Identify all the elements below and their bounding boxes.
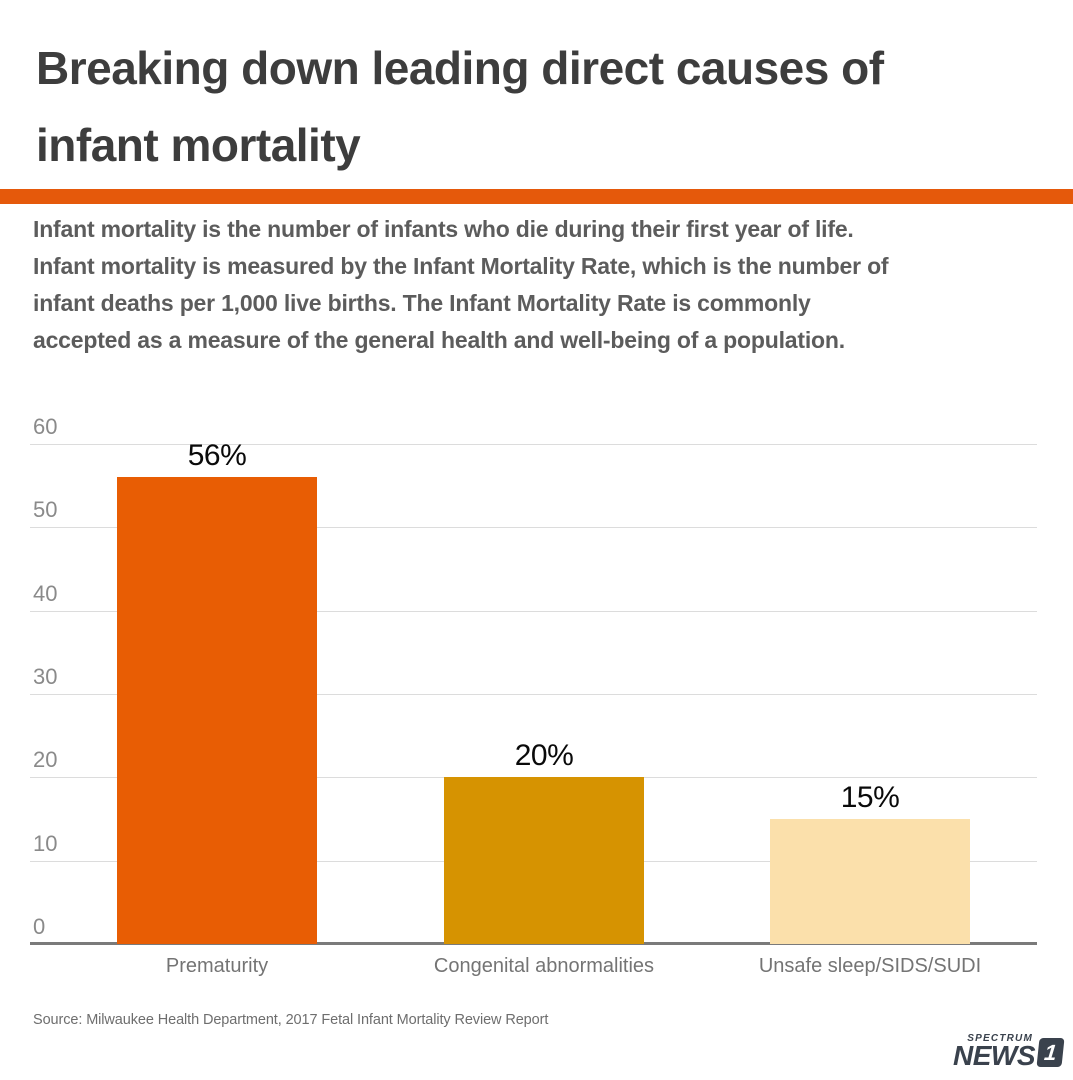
bar <box>444 777 644 944</box>
gridline <box>30 444 1037 445</box>
description-line: infant deaths per 1,000 live births. The… <box>33 290 811 316</box>
bar-chart: 0 10 20 30 40 50 60 56% Prematurity 20% Congenital… <box>30 416 1037 977</box>
bar-value-label: 20% <box>514 739 574 773</box>
description-line: accepted as a measure of the general hea… <box>33 327 845 353</box>
y-tick-label: 40 <box>33 580 58 606</box>
accent-divider <box>0 189 1073 204</box>
gridline <box>30 527 1037 529</box>
y-tick-label: 60 <box>33 414 58 439</box>
source-attribution: Source: Milwaukee Health Department, 201… <box>33 1012 549 1028</box>
logo-name-text: NEWS <box>953 1040 1036 1071</box>
spectrum-news-logo: SPECTRUM NEWS 1 <box>953 1033 1065 1071</box>
description-line: Infant mortality is measured by the Infa… <box>33 253 889 279</box>
description-text: Infant mortality is the number of infant… <box>33 211 1043 359</box>
y-tick-label: 50 <box>33 497 58 523</box>
chart-title: Breaking down leading direct causes of i… <box>36 30 1036 184</box>
chart-title-line-2: infant mortality <box>36 119 361 171</box>
logo-brand-text: SPECTRUM <box>967 1033 1033 1044</box>
bar-value-label: 15% <box>840 781 900 814</box>
gridline <box>30 610 1037 612</box>
logo-wordmark: SPECTRUM NEWS <box>953 1033 1036 1071</box>
bar <box>770 819 970 944</box>
x-category-label: Congenital abnormalities <box>433 955 655 977</box>
y-tick-label: 0 <box>33 914 46 939</box>
bar <box>117 477 317 944</box>
x-category-label: Prematurity <box>165 955 269 977</box>
y-tick-label: 30 <box>33 664 58 689</box>
y-tick-label: 20 <box>33 747 58 773</box>
logo-number-text: 1 <box>1043 1039 1058 1065</box>
x-category-label: Unsafe sleep/SIDS/SUDI <box>758 955 982 977</box>
y-tick-label: 10 <box>33 830 58 856</box>
chart-title-line-1: Breaking down leading direct causes of <box>36 42 884 94</box>
description-line: Infant mortality is the number of infant… <box>33 216 854 242</box>
bar-value-label: 56% <box>187 439 247 473</box>
gridline <box>30 694 1037 695</box>
logo-number-badge: 1 <box>1036 1038 1065 1067</box>
